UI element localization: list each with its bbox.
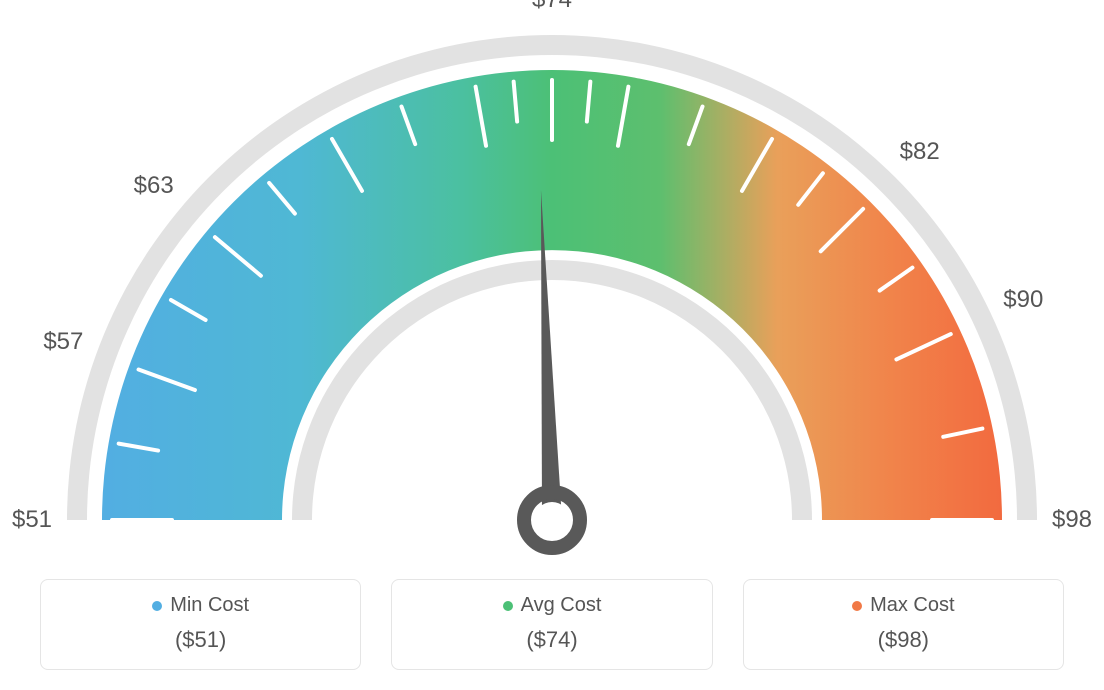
gauge-tick-label: $57 (43, 328, 83, 356)
legend-value-max: ($98) (744, 627, 1063, 653)
legend-row: Min Cost ($51) Avg Cost ($74) Max Cost (… (40, 579, 1064, 670)
legend-title-row: Min Cost (41, 594, 360, 617)
gauge-wrap: $51 $57 $63 $74 $82 $90 $98 (0, 0, 1104, 565)
gauge-tick-label: $90 (1003, 286, 1043, 314)
legend-dot-avg (503, 601, 513, 611)
gauge-tick-label: $98 (1052, 506, 1092, 534)
legend-dot-min (152, 601, 162, 611)
legend-dot-max (852, 601, 862, 611)
gauge-tick-label: $82 (900, 138, 940, 166)
legend-card-avg: Avg Cost ($74) (391, 579, 712, 670)
legend-value-avg: ($74) (392, 627, 711, 653)
gauge-tick-label: $74 (532, 0, 572, 14)
gauge-chart-container: $51 $57 $63 $74 $82 $90 $98 Min Cost ($51) Avg… (0, 0, 1104, 690)
legend-title-row: Max Cost (744, 594, 1063, 617)
legend-title-min: Min Cost (170, 594, 249, 617)
legend-card-max: Max Cost ($98) (743, 579, 1064, 670)
legend-value-min: ($51) (41, 627, 360, 653)
gauge-svg (0, 0, 1104, 565)
legend-card-min: Min Cost ($51) (40, 579, 361, 670)
legend-title-avg: Avg Cost (521, 594, 602, 617)
gauge-needle-hub-inner (534, 502, 570, 538)
gauge-tick-label: $51 (12, 506, 52, 534)
gauge-tick-label: $63 (134, 172, 174, 200)
legend-title-max: Max Cost (870, 594, 954, 617)
legend-title-row: Avg Cost (392, 594, 711, 617)
